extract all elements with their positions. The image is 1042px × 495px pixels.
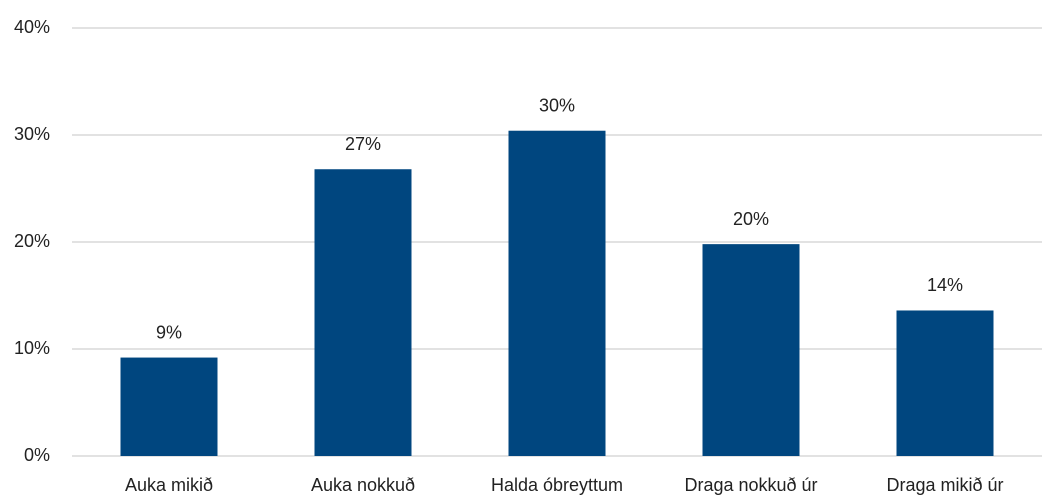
y-tick-label: 10% — [14, 338, 50, 358]
y-tick-label: 20% — [14, 231, 50, 251]
bar — [508, 130, 606, 456]
y-tick-label: 40% — [14, 17, 50, 37]
y-tick-label: 0% — [24, 445, 50, 465]
data-label: 14% — [927, 275, 963, 295]
bar — [896, 310, 994, 456]
bar — [120, 357, 218, 456]
y-tick-label: 30% — [14, 124, 50, 144]
x-tick-label: Halda óbreyttum — [491, 475, 623, 495]
x-tick-label: Auka mikið — [125, 475, 213, 495]
data-label: 27% — [345, 134, 381, 154]
data-label: 30% — [539, 95, 575, 115]
x-tick-label: Auka nokkuð — [311, 475, 415, 495]
bar — [702, 244, 800, 456]
x-tick-label: Draga mikið úr — [886, 475, 1003, 495]
x-tick-label: Draga nokkuð úr — [684, 475, 817, 495]
data-label: 20% — [733, 209, 769, 229]
bar — [314, 169, 412, 457]
data-label: 9% — [156, 322, 182, 342]
